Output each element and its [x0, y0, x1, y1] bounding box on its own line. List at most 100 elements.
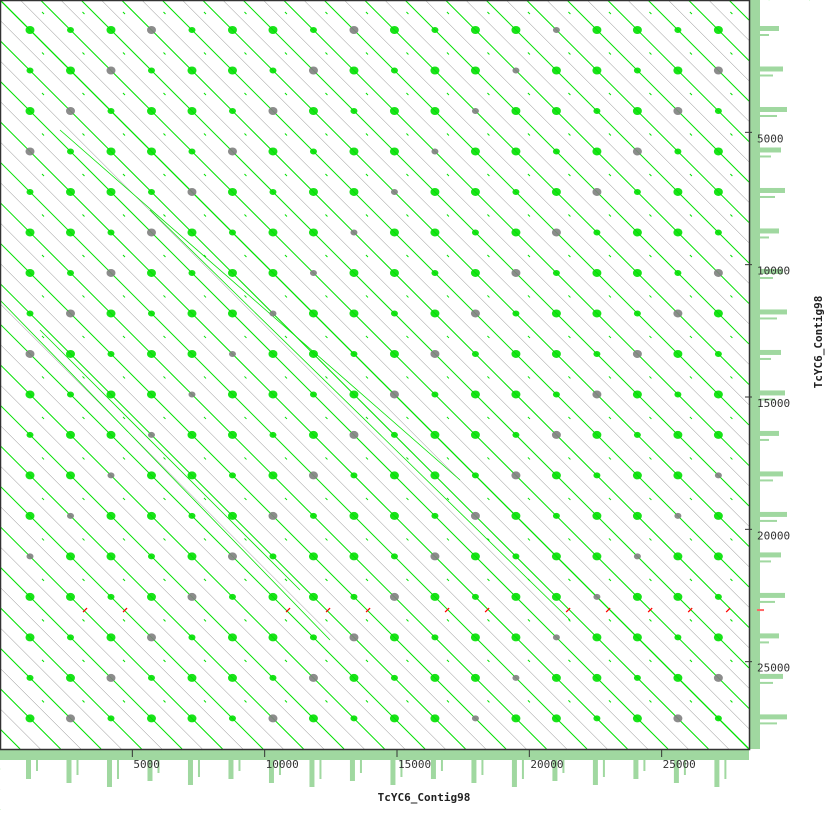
repeat-cluster — [714, 350, 722, 357]
short-match — [284, 173, 288, 177]
short-match — [82, 254, 85, 258]
short-match — [406, 457, 409, 460]
short-match — [122, 92, 126, 96]
short-match — [41, 254, 45, 258]
weak-diagonal — [0, 546, 203, 750]
short-match — [487, 335, 490, 339]
repeat-cluster — [551, 552, 561, 561]
repeat-cluster — [593, 229, 601, 236]
repeat-cluster — [430, 349, 440, 358]
x-tick-label: 5000 — [133, 758, 160, 771]
weak-diagonal — [141, 0, 750, 608]
short-match — [284, 659, 288, 663]
short-match — [608, 133, 612, 136]
repeat-cluster — [228, 715, 236, 722]
repeat-cluster — [26, 188, 34, 195]
x-coverage-peak — [521, 755, 524, 779]
main-diagonal — [0, 0, 750, 750]
short-match — [284, 133, 288, 136]
y-coverage-peak — [755, 74, 773, 77]
repeat-cluster — [511, 633, 521, 642]
short-match — [244, 295, 247, 298]
weak-diagonal — [0, 708, 41, 750]
short-match — [487, 295, 490, 298]
coverage-histograms — [0, 0, 787, 787]
repeat-cluster — [713, 268, 723, 277]
repeat-cluster — [349, 390, 359, 399]
short-match — [82, 92, 85, 96]
y-tick-label: 15000 — [757, 397, 790, 410]
short-match — [365, 52, 369, 55]
weak-diagonal — [0, 182, 567, 750]
repeat-cluster — [673, 187, 683, 196]
short-match — [608, 416, 612, 420]
short-match — [203, 497, 207, 501]
short-match — [487, 700, 490, 703]
short-match — [284, 254, 288, 258]
short-match — [82, 619, 85, 622]
short-match — [284, 457, 288, 460]
short-match — [446, 173, 450, 177]
repeat-cluster — [511, 471, 521, 480]
x-tick-label: 25000 — [663, 758, 696, 771]
repeat-cluster — [430, 552, 440, 561]
y-coverage-peak — [755, 722, 777, 725]
short-match — [527, 92, 531, 96]
repeat-cluster — [512, 67, 520, 74]
repeat-cluster — [713, 66, 723, 75]
short-match — [446, 295, 450, 298]
short-match — [41, 214, 45, 217]
repeat-cluster — [349, 552, 359, 561]
short-match — [284, 214, 288, 217]
short-match — [608, 700, 612, 703]
short-match — [649, 457, 652, 460]
repeat-cluster — [66, 634, 74, 641]
repeat-cluster — [713, 187, 723, 196]
short-match — [122, 700, 126, 703]
repeat-cluster — [470, 268, 480, 277]
short-match — [446, 214, 450, 217]
repeat-cluster — [673, 552, 683, 561]
short-match — [568, 335, 571, 339]
repeat-cluster — [673, 673, 683, 682]
y-coverage-peak — [755, 552, 781, 558]
repeat-cluster — [470, 511, 480, 520]
short-match — [122, 52, 126, 55]
repeat-cluster — [713, 26, 723, 34]
short-match — [163, 214, 166, 217]
x-coverage-peak — [724, 755, 727, 779]
repeat-cluster — [65, 309, 75, 318]
repeat-cluster — [107, 107, 115, 114]
short-match — [649, 700, 652, 703]
x-coverage-peak — [511, 755, 517, 787]
weak-diagonal — [384, 0, 750, 365]
repeat-cluster — [471, 593, 479, 600]
repeat-cluster — [349, 268, 359, 277]
repeat-cluster — [673, 106, 683, 115]
repeat-cluster — [673, 228, 683, 237]
repeat-cluster — [389, 592, 399, 601]
repeat-cluster — [389, 349, 399, 358]
repeat-diagonal — [728, 0, 750, 21]
short-match — [325, 538, 328, 541]
short-match — [608, 11, 612, 15]
short-match — [122, 659, 126, 663]
repeat-diagonal — [0, 404, 345, 750]
weak-diagonal — [0, 505, 244, 750]
weak-diagonal — [222, 0, 750, 527]
x-coverage-peak — [228, 755, 234, 779]
repeat-cluster — [389, 511, 399, 520]
short-match — [365, 578, 369, 582]
repeat-cluster — [26, 553, 34, 560]
short-match — [163, 700, 166, 703]
repeat-cluster — [632, 26, 642, 34]
short-match — [365, 416, 369, 420]
repeat-cluster — [188, 27, 196, 33]
short-match — [446, 497, 450, 501]
short-match — [203, 700, 207, 703]
short-match — [527, 335, 531, 339]
repeat-cluster — [713, 390, 723, 399]
repeat-cluster — [633, 67, 641, 74]
repeat-cluster — [147, 674, 155, 681]
repeat-cluster — [228, 472, 236, 479]
